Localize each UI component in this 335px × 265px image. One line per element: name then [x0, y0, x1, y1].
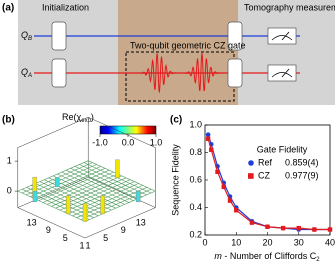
decor-bar	[115, 159, 120, 178]
series-line	[207, 134, 330, 231]
panel-label: (c)	[170, 115, 182, 126]
colorbar	[99, 125, 157, 135]
surface-line	[70, 168, 138, 199]
decor-bar	[82, 203, 88, 222]
surface-line	[52, 175, 121, 207]
point	[296, 225, 301, 231]
box-edge	[88, 116, 156, 148]
legend-name: CZ	[258, 170, 270, 180]
point	[234, 208, 239, 213]
floor	[17, 176, 157, 239]
meters	[271, 31, 293, 78]
surface-line	[61, 171, 130, 203]
legend-marker	[248, 160, 254, 166]
x-tick-label: 20	[262, 237, 272, 247]
legend-fidelity: 0.977(9)	[285, 170, 319, 180]
decor-bar	[100, 195, 105, 215]
colorbar-tick-label: 1.0	[150, 137, 163, 147]
panel-a: (a) Initialization Tomography measuremen…	[2, 0, 335, 105]
x-tick-label: 30	[294, 237, 304, 247]
y-tick-label: 0.2	[189, 229, 202, 239]
point	[205, 132, 211, 137]
y-tick-label: 9	[121, 225, 126, 235]
surface-line	[79, 164, 147, 196]
legend-fidelity: 0.859(4)	[285, 157, 319, 167]
panel-label: (a)	[2, 3, 14, 14]
y-tick-label: 5	[103, 233, 108, 243]
colorbar-tick-label: -1.0	[92, 137, 108, 147]
legend-marker	[248, 173, 254, 179]
x-tick-label: 13	[27, 218, 37, 228]
y-tick-label: 13	[136, 218, 146, 228]
decor-bar	[32, 190, 38, 203]
point	[205, 136, 211, 141]
point	[215, 169, 220, 174]
surface-line	[34, 168, 106, 199]
y-axis-label: Sequence Fidelity	[170, 144, 180, 216]
x-tick-label: 9	[46, 225, 51, 235]
decor-bar	[66, 195, 71, 215]
tomo-label: Tomography measurement	[244, 2, 335, 12]
surface-line	[17, 160, 89, 192]
y-tick-label: 0.6	[189, 174, 202, 184]
surface-line	[26, 164, 97, 196]
point	[221, 184, 226, 190]
x-tick-label: 40	[325, 237, 335, 247]
colorbar-tick-label: 0.0	[122, 137, 135, 147]
point	[312, 227, 317, 232]
x-tick-label: 1	[79, 240, 84, 250]
surface-line	[57, 173, 125, 205]
point	[249, 220, 255, 225]
x-axis-label: m - Number of Cliffords C2	[214, 251, 320, 262]
decor-bar	[136, 190, 141, 203]
legend-name: Ref	[258, 157, 273, 167]
y-tick-label: 1.0	[189, 119, 202, 129]
decor-bar	[55, 177, 60, 187]
qubit-b: QB	[21, 30, 32, 41]
z-tick-label: 0	[7, 185, 12, 195]
gate-label: Two-qubit geometric CZ gate	[130, 40, 246, 50]
point	[327, 227, 333, 232]
box-edge	[17, 116, 89, 148]
pulse	[137, 52, 223, 94]
panel-c: (c) Sequence Fidelity m - Number of Clif…	[170, 115, 335, 263]
qubit-a: QA	[21, 67, 32, 78]
series-line	[207, 138, 330, 231]
legend-title: Gate Fidelity	[257, 144, 308, 154]
panel-label: (b)	[2, 115, 15, 126]
init-label: Initialization	[42, 2, 89, 12]
x-tick-label: 10	[231, 237, 241, 247]
panel-b: (b) Re(χexp) -1.0 0.0 1.0 1 5 9 13 1 5 9 13 0 1	[2, 112, 162, 250]
surface-line	[30, 166, 101, 198]
x-tick-label: 5	[63, 233, 68, 243]
plot-area	[204, 124, 331, 236]
surface-line	[42, 171, 114, 203]
surface-line	[74, 166, 143, 198]
surface-line	[47, 173, 118, 205]
surface-line	[66, 169, 134, 201]
x-tick-label: 0	[202, 237, 207, 247]
surface-line	[38, 169, 110, 201]
y-tick-label: 1	[85, 240, 90, 250]
point	[280, 225, 286, 231]
y-tick-label: 0.8	[189, 147, 202, 157]
y-tick-label: 0.4	[189, 202, 202, 212]
colorbar-title: Re(χexp)	[62, 112, 94, 123]
surface-line	[88, 160, 156, 192]
point	[227, 198, 233, 203]
point	[209, 147, 214, 152]
z-tick-label: 1	[7, 155, 12, 165]
point	[265, 224, 270, 229]
